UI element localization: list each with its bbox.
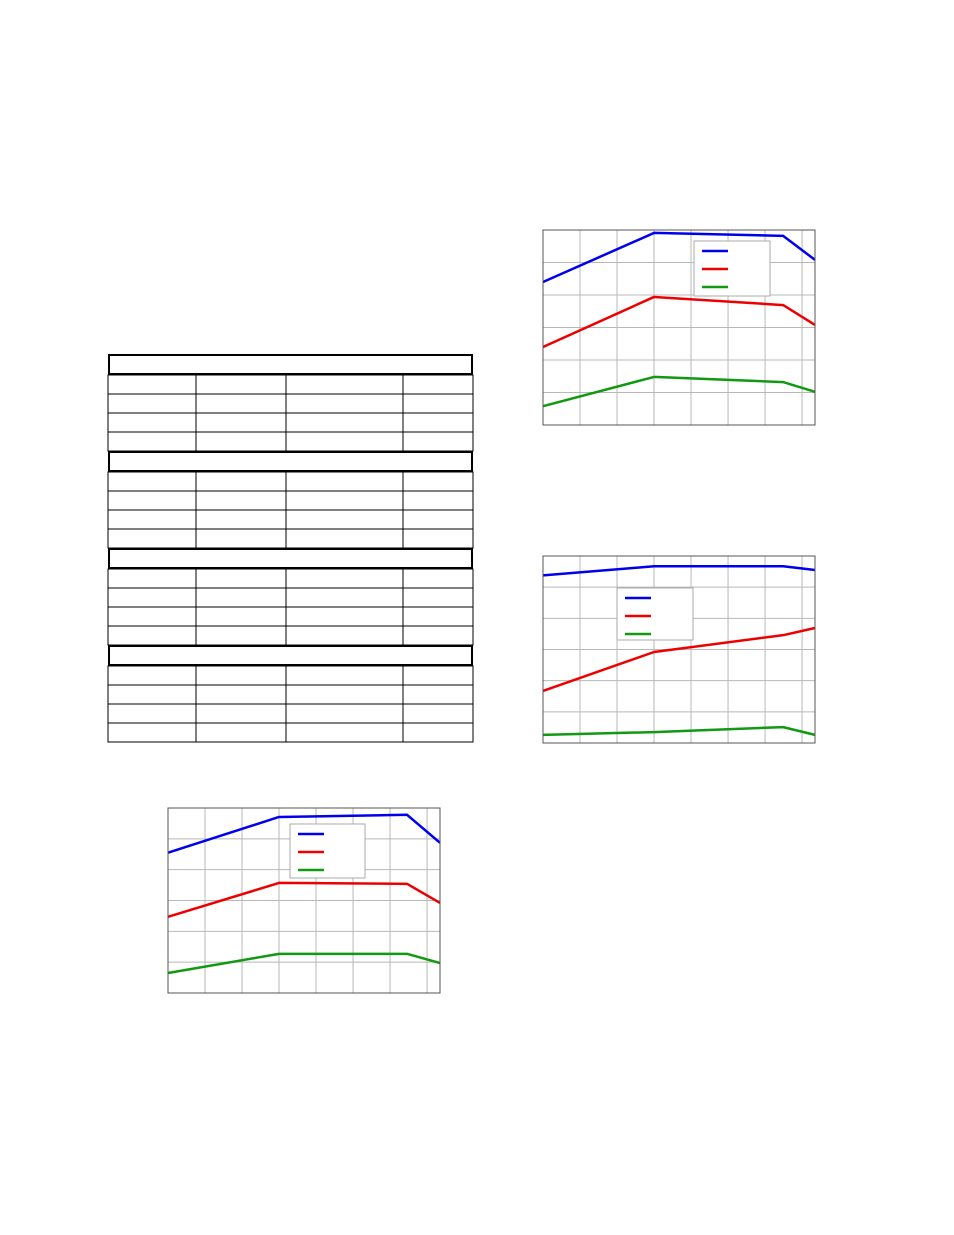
table-section-header: [108, 645, 473, 666]
table-row: [107, 431, 474, 452]
table-row: [107, 606, 474, 627]
table-row: [107, 722, 474, 743]
data-line: [167, 952, 441, 975]
table-row: [107, 703, 474, 724]
data-line: [542, 375, 816, 408]
plot-border: [167, 807, 441, 994]
table-row: [107, 509, 474, 530]
table-section-header: [108, 354, 473, 375]
table-row: [107, 471, 474, 492]
plot-border: [542, 555, 816, 744]
table-row: [107, 393, 474, 414]
table-row: [107, 528, 474, 549]
data-line: [542, 295, 816, 349]
table-row: [107, 412, 474, 433]
data-line: [542, 565, 816, 577]
legend: [289, 823, 366, 879]
table-row: [107, 374, 474, 395]
legend: [616, 587, 694, 641]
table-section-header: [108, 548, 473, 569]
legend-box: [616, 587, 694, 641]
table: [107, 354, 474, 743]
data-line: [167, 813, 441, 854]
table-row: [107, 684, 474, 705]
table-row: [107, 587, 474, 608]
data-line: [542, 231, 816, 284]
data-line: [542, 626, 816, 693]
legend: [693, 240, 771, 297]
chart: [542, 555, 816, 744]
data-line: [542, 725, 816, 737]
data-line: [167, 881, 441, 919]
table-row: [107, 665, 474, 686]
table-section-header: [108, 451, 473, 472]
plot-border: [542, 229, 816, 426]
table-row: [107, 568, 474, 589]
table-row: [107, 625, 474, 646]
chart: [167, 807, 441, 994]
chart: [542, 229, 816, 426]
table-row: [107, 490, 474, 511]
